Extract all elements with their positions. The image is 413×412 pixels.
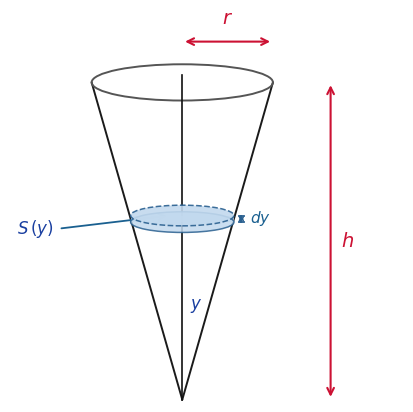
Text: $S\,(y)$: $S\,(y)$ — [17, 218, 54, 240]
Text: $y$: $y$ — [189, 297, 202, 315]
Text: $dy$: $dy$ — [250, 209, 271, 228]
Polygon shape — [130, 215, 233, 222]
Ellipse shape — [130, 205, 233, 226]
Text: $r$: $r$ — [221, 10, 233, 28]
Text: $h$: $h$ — [340, 232, 353, 250]
Ellipse shape — [130, 212, 233, 232]
